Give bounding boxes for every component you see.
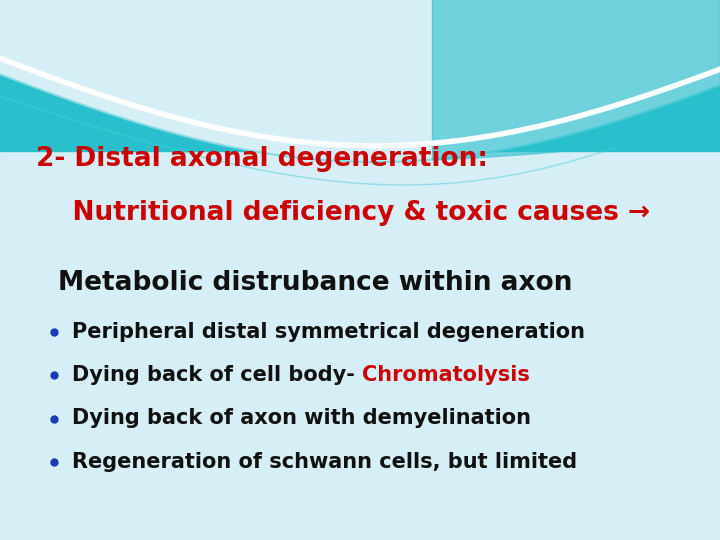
- Text: Metabolic distrubance within axon: Metabolic distrubance within axon: [58, 270, 572, 296]
- Text: 2- Distal axonal degeneration:: 2- Distal axonal degeneration:: [36, 146, 488, 172]
- Text: Regeneration of schwann cells, but limited: Regeneration of schwann cells, but limit…: [72, 451, 577, 472]
- Text: Nutritional deficiency & toxic causes →: Nutritional deficiency & toxic causes →: [36, 200, 650, 226]
- Text: Dying back of axon with demyelination: Dying back of axon with demyelination: [72, 408, 531, 429]
- Text: Dying back of cell body-: Dying back of cell body-: [72, 365, 362, 386]
- Text: Chromatolysis: Chromatolysis: [362, 365, 530, 386]
- Text: Peripheral distal symmetrical degeneration: Peripheral distal symmetrical degenerati…: [72, 322, 585, 342]
